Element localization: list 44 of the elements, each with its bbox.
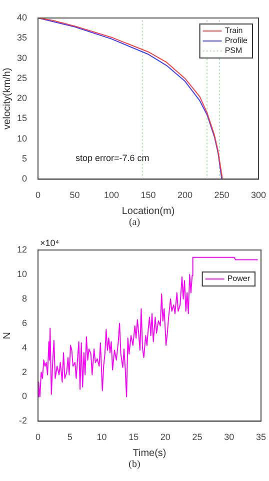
y-axis-title: velocity(km/h): [2, 68, 13, 130]
y-tick-label: -2: [18, 416, 28, 426]
x-tick-label: 10: [96, 432, 107, 442]
x-tick-label: 25: [192, 432, 202, 442]
y-tick-label: 35: [16, 32, 28, 43]
y-tick-label: 8: [22, 293, 28, 304]
x-tick-label: 0: [36, 190, 41, 200]
y-tick-label: 2: [22, 366, 28, 377]
x-tick-label: 35: [256, 432, 266, 442]
x-tick-label: 200: [177, 190, 193, 200]
text: (a): [128, 217, 142, 228]
y-tick-label: 20: [16, 93, 28, 104]
text: ×10⁴: [40, 238, 60, 248]
annotation: stop error=-7.6 cm: [75, 153, 150, 164]
y-tick-label: 5: [22, 154, 28, 164]
x-tick-label: 100: [104, 190, 120, 200]
y-tick-label: 6: [22, 318, 28, 328]
x-tick-label: 30: [224, 432, 234, 442]
y-tick-label: 25: [16, 72, 28, 83]
x-axis-title: Time(s): [132, 448, 166, 459]
y-tick-label: 30: [16, 52, 28, 63]
x-tick-label: 0: [36, 432, 41, 442]
y-tick-label: 0: [22, 391, 28, 402]
x-axis-title: Location(m): [122, 206, 175, 217]
y-tick-label: 4: [22, 342, 28, 352]
y-tick-label: 0: [22, 174, 28, 184]
text: (b): [128, 459, 142, 470]
x-tick-label: 50: [70, 190, 80, 200]
y-tick-label: 12: [16, 244, 28, 254]
x-tick-label: 20: [160, 432, 170, 442]
legend-label: Profile: [224, 36, 248, 46]
y-tick-label: 10: [16, 268, 28, 279]
y-axis-title: N: [2, 332, 13, 340]
legend-label: Power: [227, 274, 250, 284]
x-tick-label: 300: [250, 190, 266, 200]
legend-label: PSM: [224, 46, 242, 56]
y-tick-label: 15: [16, 113, 28, 124]
legend-label: Train: [224, 26, 243, 36]
y-tick-label: 10: [16, 133, 28, 144]
x-tick-label: 250: [214, 190, 230, 200]
x-tick-label: 150: [140, 190, 156, 200]
x-tick-label: 5: [67, 432, 72, 442]
x-tick-label: 15: [128, 432, 139, 442]
y-tick-label: 40: [16, 12, 28, 22]
